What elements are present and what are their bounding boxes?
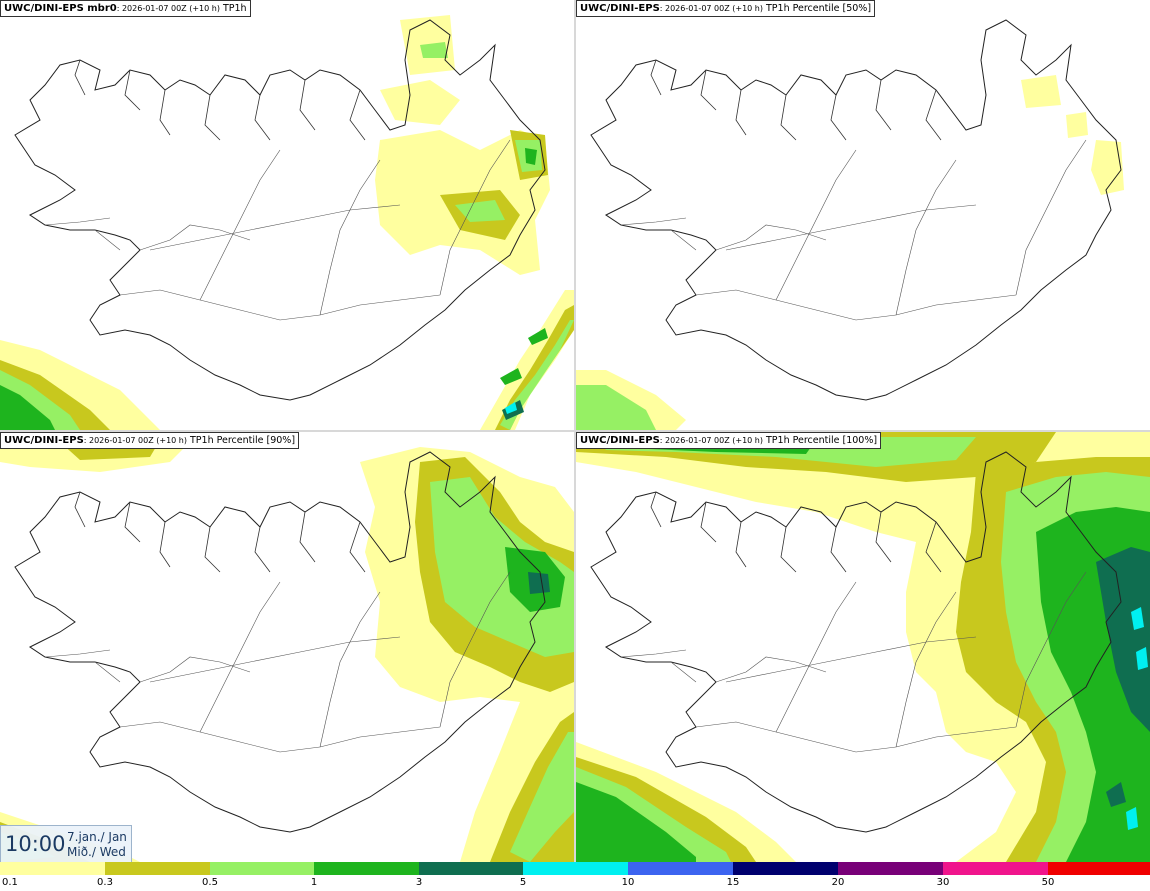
- scale-swatch: [419, 862, 523, 875]
- coastline: [590, 19, 1122, 401]
- scale-swatch: [314, 862, 419, 875]
- scale-tick-label: 0.3: [97, 877, 113, 888]
- scale-swatch: [210, 862, 314, 875]
- precip-map-member0: [0, 15, 574, 430]
- panel-model: UWC/DINI-EPS: [580, 3, 660, 14]
- panel-header: UWC/DINI-EPS: 2026-01-07 00Z (+10 h) TP1…: [576, 0, 876, 17]
- panel-run: : 2026-01-07 00Z (+10 h): [659, 436, 763, 445]
- scale-swatch: [0, 862, 105, 875]
- precip-map-p100: [576, 432, 1150, 862]
- scale-tick-label: 50: [1041, 877, 1055, 888]
- panel-run: : 2026-01-07 00Z (+10 h): [116, 4, 220, 13]
- precip-map-p50: [576, 19, 1124, 430]
- panel-param: TP1h Percentile [50%]: [762, 3, 872, 14]
- scale-tick-label: 10: [621, 877, 635, 888]
- scale-swatch: [628, 862, 733, 875]
- scale-tick-label: 1: [310, 877, 318, 888]
- map-panel-p90: UWC/DINI-EPS: 2026-01-07 00Z (+10 h) TP1…: [0, 432, 574, 862]
- map-panel-p100: UWC/DINI-EPS: 2026-01-07 00Z (+10 h) TP1…: [576, 432, 1150, 862]
- panel-param: TP1h: [219, 3, 247, 14]
- panel-model: UWC/DINI-EPS mbr0: [4, 3, 117, 14]
- scale-swatch: [523, 862, 628, 875]
- scale-tick-label: 0.1: [2, 877, 18, 888]
- panel-model: UWC/DINI-EPS: [4, 435, 84, 446]
- precip-field: [576, 75, 1124, 430]
- panel-run: : 2026-01-07 00Z (+10 h): [83, 436, 187, 445]
- precip-field: [0, 15, 574, 430]
- scale-swatch: [943, 862, 1048, 875]
- valid-date-line2: Mið./ Wed: [67, 845, 126, 859]
- scale-swatch: [105, 862, 210, 875]
- precip-field: [576, 432, 1150, 862]
- scale-tick-label: 0.5: [202, 877, 218, 888]
- scale-swatch: [838, 862, 943, 875]
- valid-date-line1: 7.jan./ Jan: [67, 830, 127, 844]
- panel-header: UWC/DINI-EPS: 2026-01-07 00Z (+10 h) TP1…: [0, 432, 300, 449]
- panel-run: : 2026-01-07 00Z (+10 h): [659, 4, 763, 13]
- map-panel-p50: UWC/DINI-EPS: 2026-01-07 00Z (+10 h) TP1…: [576, 0, 1150, 430]
- scale-swatch: [733, 862, 838, 875]
- panel-divider-horizontal: [0, 430, 1150, 432]
- panel-param: TP1h Percentile [90%]: [186, 435, 296, 446]
- precip-field: [0, 432, 574, 862]
- panel-param: TP1h Percentile [100%]: [762, 435, 878, 446]
- map-panel-member0: UWC/DINI-EPS mbr0: 2026-01-07 00Z (+10 h…: [0, 0, 574, 430]
- panel-header: UWC/DINI-EPS: 2026-01-07 00Z (+10 h) TP1…: [576, 432, 882, 449]
- color-scale: 0.1 0.3 0.5 1 3 5 10 15 20 30 50: [0, 862, 1150, 891]
- valid-time: 10:00: [5, 832, 66, 856]
- scale-tick-label: 3: [415, 877, 423, 888]
- scale-tick-label: 15: [726, 877, 740, 888]
- scale-tick-label: 20: [831, 877, 845, 888]
- panel-header: UWC/DINI-EPS mbr0: 2026-01-07 00Z (+10 h…: [0, 0, 251, 17]
- valid-time-box: 10:00 7.jan./ Jan Mið./ Wed: [0, 825, 132, 863]
- scale-tick-label: 5: [519, 877, 527, 888]
- panel-model: UWC/DINI-EPS: [580, 435, 660, 446]
- scale-swatch: [1048, 862, 1150, 875]
- scale-tick-label: 30: [936, 877, 950, 888]
- precip-map-p90: [0, 432, 574, 862]
